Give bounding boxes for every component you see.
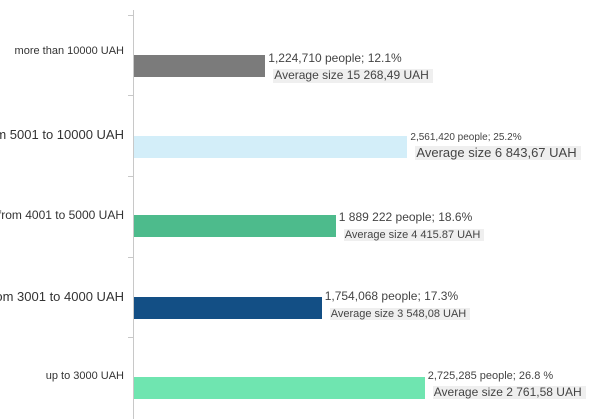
category-label: up to 3000 UAH [45,370,124,382]
people-label: 1 889 222 people; 18.6% [338,210,473,224]
category-label: from 5001 to 10000 UAH [0,127,124,142]
axis-tick [128,176,133,177]
data-label: 1,754,068 people; 17.3% Average size 3 54… [324,289,471,322]
bar [134,136,408,158]
axis-tick [128,257,133,258]
axis-tick [128,15,133,16]
axis-tick [128,95,133,96]
data-label: 1 889 222 people; 18.6% Average size 4 41… [338,210,485,243]
average-size-label: Average size 6 843,67 UAH [415,145,581,161]
category-axis-line [133,10,134,419]
category-label: more than 10000 UAH [14,45,124,57]
axis-tick [128,337,133,338]
bar [134,377,425,399]
people-label: 1,224,710 people; 12.1% [268,51,402,65]
category-label: from 3001 to 4000 UAH [0,289,124,304]
category-label: from 4001 to 5000 UAH [0,208,124,222]
average-size-label: Average size 3 548,08 UAH [329,307,471,321]
people-label: 2,725,285 people; 26.8 % [427,370,554,382]
data-label: 1,224,710 people; 12.1% Average size 15 2… [268,51,433,84]
people-label: 2,561,420 people; 25.2% [410,132,522,143]
average-size-label: Average size 2 761,58 UAH [432,385,586,400]
people-label: 1,754,068 people; 17.3% [324,289,459,303]
average-size-label: Average size 4 415.87 UAH [343,228,485,242]
bar [134,215,336,237]
data-label: 2,561,420 people; 25.2% Average size 6 84… [410,132,581,162]
data-label: 2,725,285 people; 26.8 % Average size 2 7… [428,370,586,401]
average-size-label: Average size 15 268,49 UAH [273,68,433,83]
bar [134,55,266,77]
bar [134,297,322,319]
